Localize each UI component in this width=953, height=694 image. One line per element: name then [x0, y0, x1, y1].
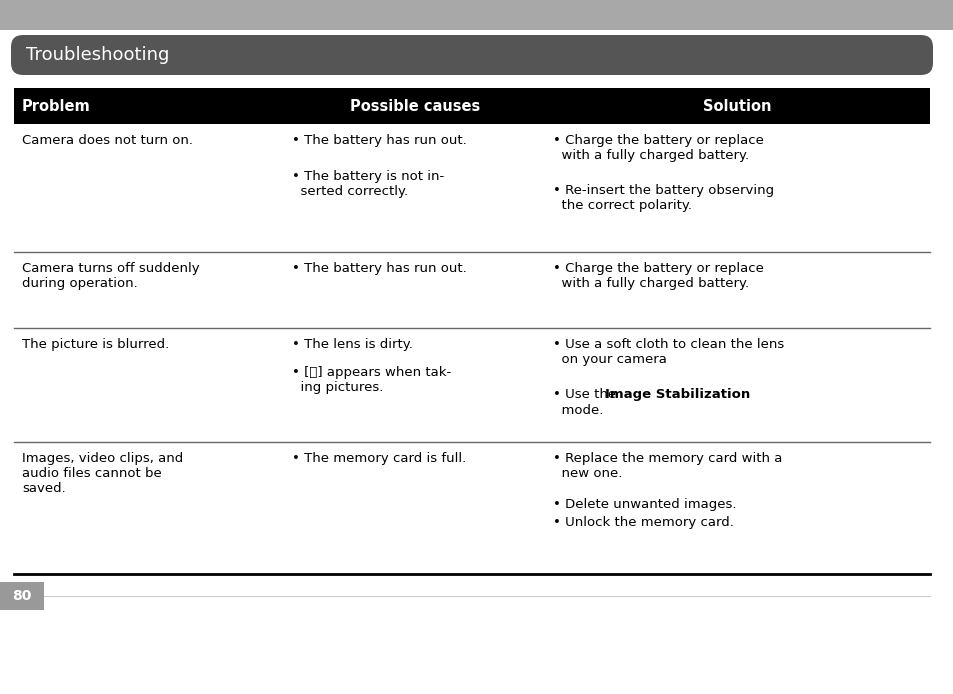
Text: The picture is blurred.: The picture is blurred.	[22, 338, 169, 351]
Text: • Charge the battery or replace
  with a fully charged battery.: • Charge the battery or replace with a f…	[553, 262, 763, 290]
Text: Image Stabilization: Image Stabilization	[604, 388, 750, 401]
Text: • The battery is not in-
  serted correctly.: • The battery is not in- serted correctl…	[292, 170, 444, 198]
Text: Camera turns off suddenly
during operation.: Camera turns off suddenly during operati…	[22, 262, 199, 290]
Text: • [ⓘ] appears when tak-
  ing pictures.: • [ⓘ] appears when tak- ing pictures.	[292, 366, 451, 394]
Text: 80: 80	[12, 589, 31, 603]
Bar	[0, 582, 44, 610]
Text: Camera does not turn on.: Camera does not turn on.	[22, 134, 193, 147]
Text: mode.: mode.	[553, 404, 603, 417]
FancyBboxPatch shape	[11, 35, 932, 75]
Text: Problem: Problem	[22, 99, 91, 114]
Text: • Use a soft cloth to clean the lens
  on your camera: • Use a soft cloth to clean the lens on …	[553, 338, 783, 366]
Text: Troubleshooting: Troubleshooting	[26, 46, 170, 64]
Text: Images, video clips, and
audio files cannot be
saved.: Images, video clips, and audio files can…	[22, 452, 183, 495]
Bar	[14, 88, 929, 124]
Text: • The lens is dirty.: • The lens is dirty.	[292, 338, 413, 351]
Text: • Use the: • Use the	[553, 388, 620, 401]
Text: • Unlock the memory card.: • Unlock the memory card.	[553, 516, 734, 529]
Text: • The battery has run out.: • The battery has run out.	[292, 134, 466, 147]
Text: • Re-insert the battery observing
  the correct polarity.: • Re-insert the battery observing the co…	[553, 184, 774, 212]
Text: • Charge the battery or replace
  with a fully charged battery.: • Charge the battery or replace with a f…	[553, 134, 763, 162]
Text: Possible causes: Possible causes	[349, 99, 479, 114]
Text: • Delete unwanted images.: • Delete unwanted images.	[553, 498, 736, 511]
Bar	[0, 0, 953, 30]
Text: • The memory card is full.: • The memory card is full.	[292, 452, 466, 465]
Text: • The battery has run out.: • The battery has run out.	[292, 262, 466, 275]
Text: Solution: Solution	[702, 99, 771, 114]
Text: • Replace the memory card with a
  new one.: • Replace the memory card with a new one…	[553, 452, 781, 480]
